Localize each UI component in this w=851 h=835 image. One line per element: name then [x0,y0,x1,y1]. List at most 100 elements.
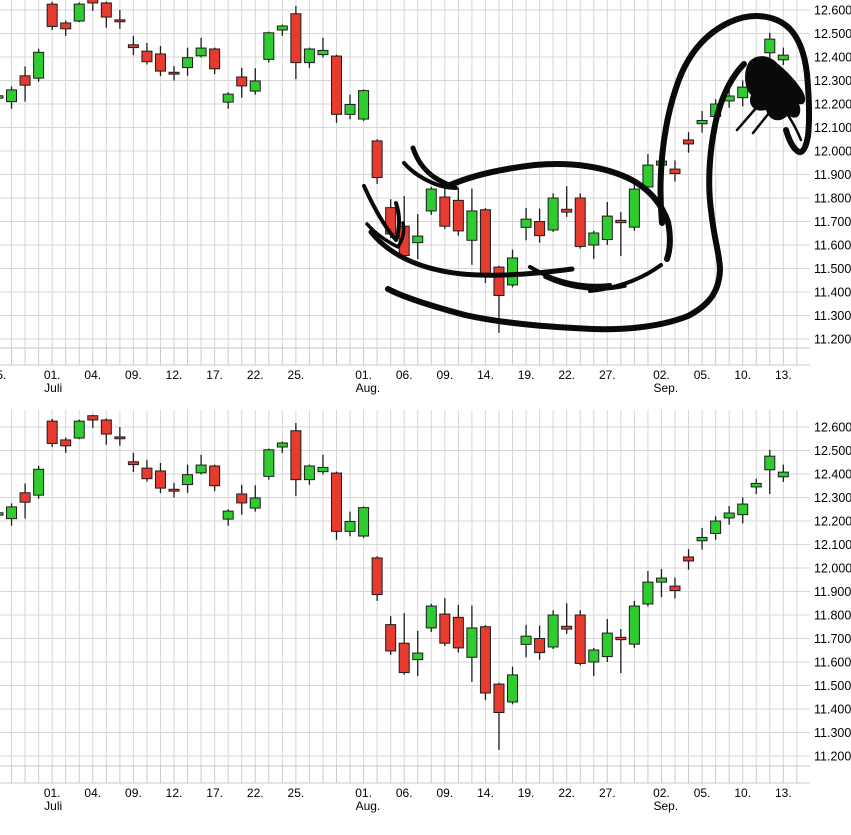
x-axis-date-label: 05. [694,368,711,382]
x-axis-date-label: 13. [775,368,792,382]
candle-up [33,468,45,496]
candle-up [588,232,600,246]
candle-down [114,19,126,23]
x-axis-date-label: 04. [84,786,101,800]
candle-down [439,196,451,227]
x-axis-date-label: 01. [44,368,61,382]
x-axis-date-label: 17. [206,786,223,800]
candle-up [737,503,749,516]
candle-down [479,209,491,277]
x-axis-date-label: 22. [558,368,575,382]
y-axis-label: 11.900 [814,168,851,182]
candle-down [669,168,681,175]
candle-down [439,613,451,644]
x-axis-date-label: 04. [84,368,101,382]
candle-down [100,419,112,435]
candle-up [317,49,329,56]
candle-up [358,507,370,537]
x-axis-date-label: 02. [653,368,670,382]
candle-up [547,614,559,648]
x-axis-date-label: 25. [288,368,305,382]
x-axis-date-label: 01. [44,786,61,800]
candle-down [60,439,72,447]
candle-up [412,235,424,244]
candle-down [452,199,464,232]
candle-down [46,3,58,27]
black-swan-sketch [362,13,813,333]
candle-up [344,520,356,532]
candle-down [19,492,31,503]
y-axis-label: 12.200 [814,515,851,529]
candle-up [425,188,437,212]
candle-down [154,470,166,489]
candle-down [385,624,397,652]
x-axis-date-label: 10. [734,368,751,382]
candle-up [601,632,613,658]
candle-down [561,625,573,630]
y-axis-label: 11.600 [814,656,851,670]
candle-up [195,47,207,57]
candle-up [628,605,640,645]
candle-up [195,464,207,474]
candle-up [425,605,437,629]
x-axis-date-label: 06. [396,368,413,382]
x-axis-date-label: 25. [288,786,305,800]
x-axis-month-label: Sep. [653,381,678,395]
x-axis-date-label: 22. [247,368,264,382]
y-axis-label: 11.700 [814,215,851,229]
candle-down [168,71,180,75]
y-axis-label: 11.300 [814,309,851,323]
x-axis-month-label: Sep. [653,799,678,813]
candle-up [547,197,559,231]
y-axis-label: 11.700 [814,632,851,646]
candle-up [0,512,4,516]
candle-down [371,557,383,596]
candle-up [628,188,640,228]
swan-face-marking [745,56,806,121]
candle-down [371,140,383,179]
candle-up [276,25,288,31]
candle-down [141,50,153,63]
candle-down [46,420,58,444]
candle-down [683,556,695,562]
y-axis-label: 11.900 [814,585,851,599]
candle-down [331,472,342,532]
swan-beak-line [735,105,759,132]
candle-up [777,54,789,61]
candle-down [87,0,99,4]
x-axis-date-label: 10. [734,786,751,800]
swan-neck-head-stroke [657,13,813,226]
candle-up [764,38,776,54]
candle-up [276,442,288,448]
swan-wingtip-stroke [410,145,455,189]
candle-up [696,536,708,542]
x-axis-date-label: 13. [775,786,792,800]
swan-tail-stroke [362,184,401,242]
x-axis-date-label: 27. [599,786,616,800]
swan-feather-stroke [528,265,612,288]
candle-up [73,3,85,22]
x-axis-date-label: 05. [694,786,711,800]
x-axis-date-label: 19. [518,786,535,800]
swan-wing-top-stroke [445,161,673,262]
candle-down [561,208,573,213]
swan-feather-stroke [588,263,663,293]
candle-up [601,215,613,241]
candle-up [642,164,654,188]
x-axis-date-label: 14. [477,368,494,382]
x-axis-date-label: 12. [166,368,183,382]
x-axis-date-label: 01. [355,368,372,382]
y-axis-label: 12.000 [814,562,851,576]
candle-up [466,627,478,658]
x-axis-date-label: 19. [518,368,535,382]
x-axis-date-label: 17. [206,368,223,382]
swan-beak-line [781,106,803,142]
candle-down [574,614,586,664]
candle-down [60,22,72,30]
y-axis-label: 12.300 [814,491,851,505]
candle-down [236,493,248,504]
candle-up [0,95,4,99]
candle-down [493,266,505,297]
